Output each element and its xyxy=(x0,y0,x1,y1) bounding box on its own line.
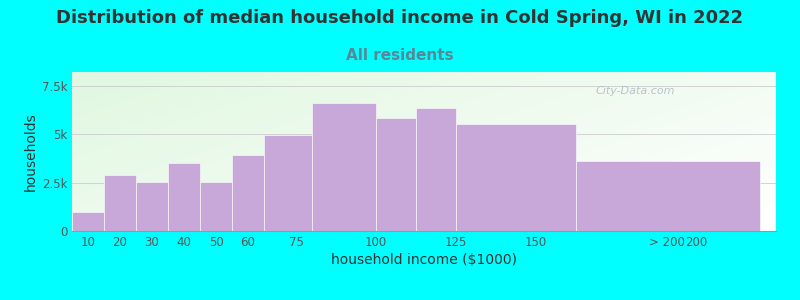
Text: Distribution of median household income in Cold Spring, WI in 2022: Distribution of median household income … xyxy=(57,9,743,27)
Bar xyxy=(232,155,264,231)
Bar xyxy=(576,161,760,231)
X-axis label: household income ($1000): household income ($1000) xyxy=(331,253,517,267)
Bar xyxy=(72,212,104,231)
Y-axis label: households: households xyxy=(23,112,38,191)
Bar xyxy=(376,118,416,231)
Bar xyxy=(200,182,232,231)
Text: City-Data.com: City-Data.com xyxy=(595,86,675,96)
Bar xyxy=(136,182,168,231)
Bar xyxy=(264,135,312,231)
Bar xyxy=(168,163,200,231)
Text: All residents: All residents xyxy=(346,48,454,63)
Bar xyxy=(312,103,376,231)
Bar xyxy=(104,175,136,231)
Bar xyxy=(416,108,456,231)
Bar xyxy=(456,124,576,231)
